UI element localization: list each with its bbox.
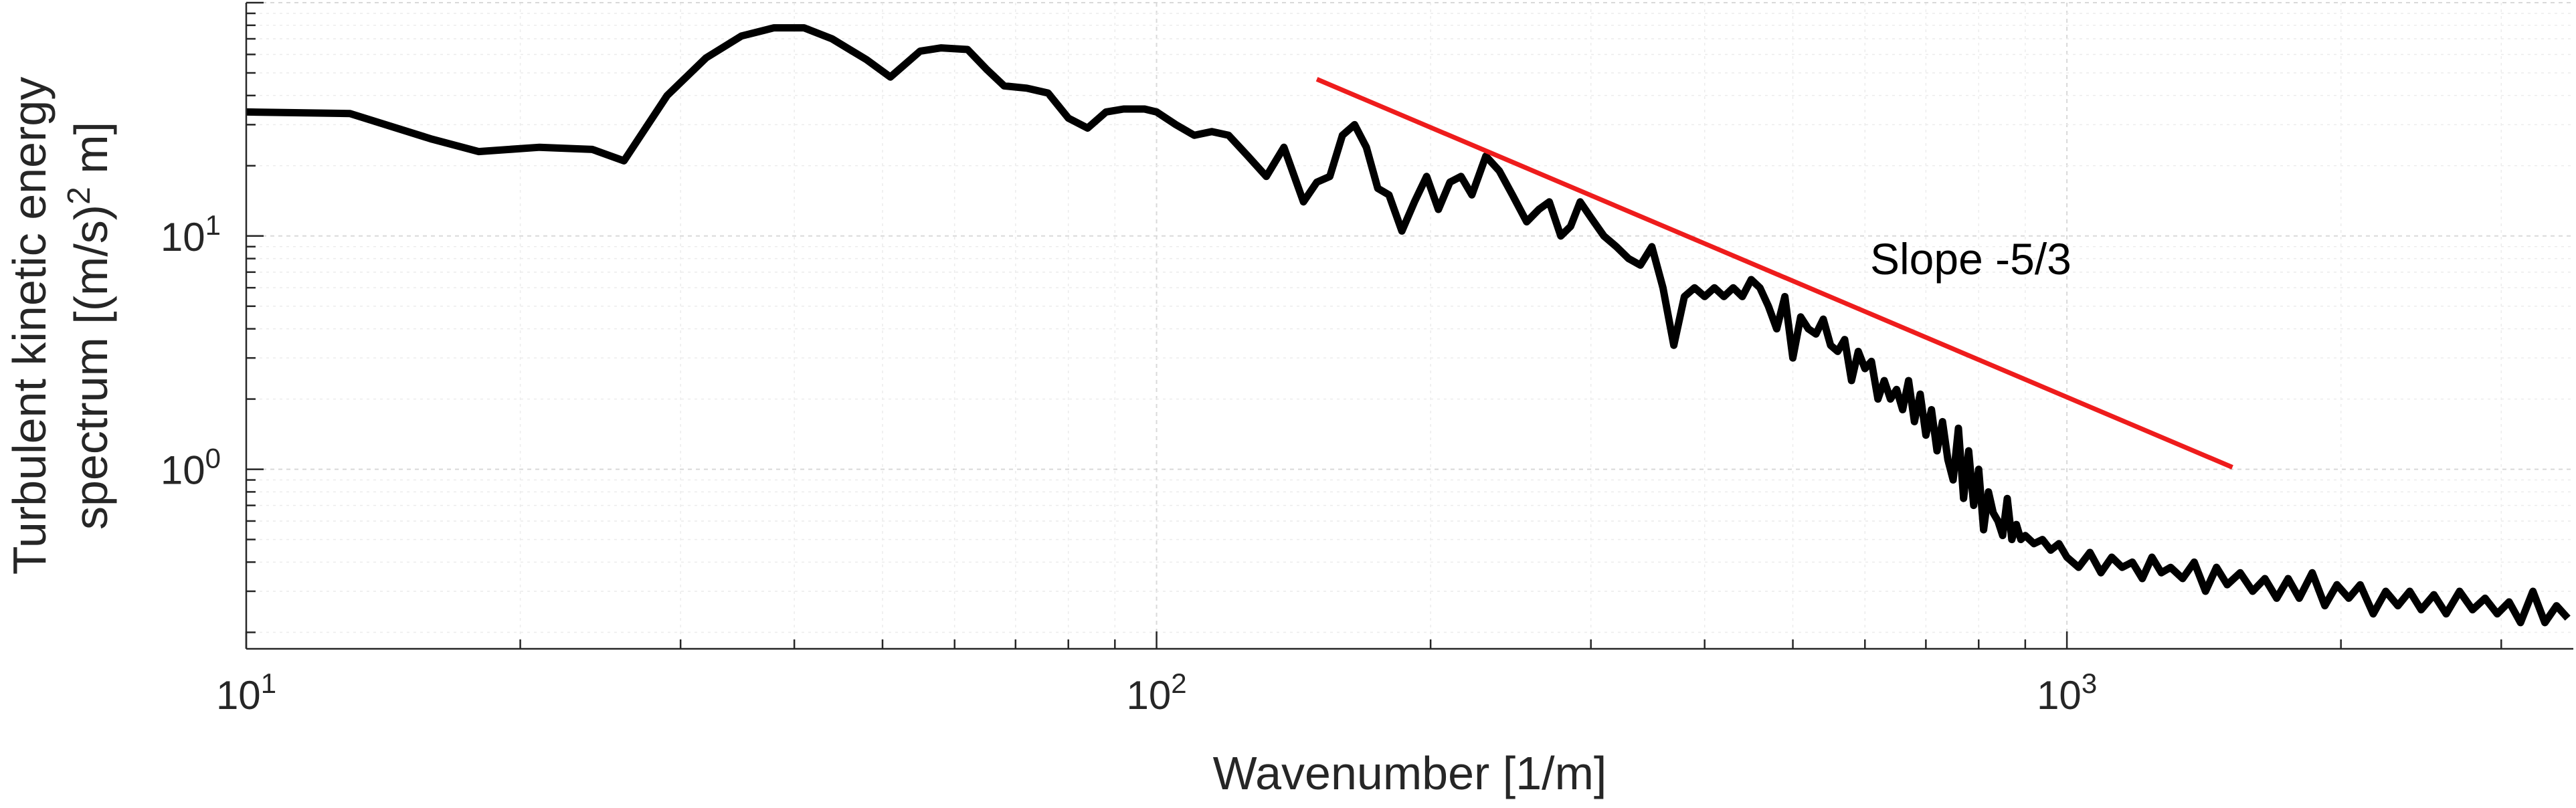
- y-axis-label-part: m]: [65, 122, 117, 187]
- y-tick-label-exp: 0: [205, 443, 221, 474]
- y-tick-label: 100: [161, 443, 221, 493]
- x-tick-label-exp: 3: [2082, 668, 2097, 699]
- y-axis-label-superscript: 2: [62, 187, 97, 205]
- slope-reference-line: [1315, 77, 2233, 470]
- x-tick-label: 101: [216, 668, 276, 718]
- grid: [246, 2, 2573, 649]
- y-tick-label-base: 10: [161, 448, 205, 493]
- x-tick-label-base: 10: [216, 673, 261, 718]
- x-tick-label-exp: 1: [261, 668, 276, 699]
- y-axis-label: Turbulent kinetic energy spectrum [(m/s)…: [3, 77, 117, 575]
- ticks: [245, 1, 2502, 649]
- y-axis-label-line-1: Turbulent kinetic energy: [3, 77, 56, 575]
- spectrum-line: [246, 24, 2571, 627]
- y-tick-label: 101: [161, 209, 221, 260]
- x-tick-label: 102: [1127, 668, 1187, 718]
- axis-box: [245, 3, 2573, 650]
- series-group: [246, 24, 2571, 627]
- x-tick-label: 103: [2037, 668, 2097, 718]
- x-tick-label-base: 10: [1127, 673, 1172, 718]
- axes: [245, 3, 2573, 650]
- slope-annotation: Slope -5/3: [1870, 234, 2072, 284]
- x-axis-label: Wavenumber [1/m]: [1213, 747, 1607, 799]
- x-tick-label-exp: 2: [1171, 668, 1186, 699]
- y-axis-label-part: spectrum [(m/s): [65, 205, 117, 530]
- y-axis-label-line-2: spectrum [(m/s)2 m]: [62, 122, 117, 530]
- y-tick-label-base: 10: [161, 215, 205, 260]
- y-tick-label-exp: 1: [205, 209, 221, 241]
- x-tick-label-base: 10: [2037, 673, 2082, 718]
